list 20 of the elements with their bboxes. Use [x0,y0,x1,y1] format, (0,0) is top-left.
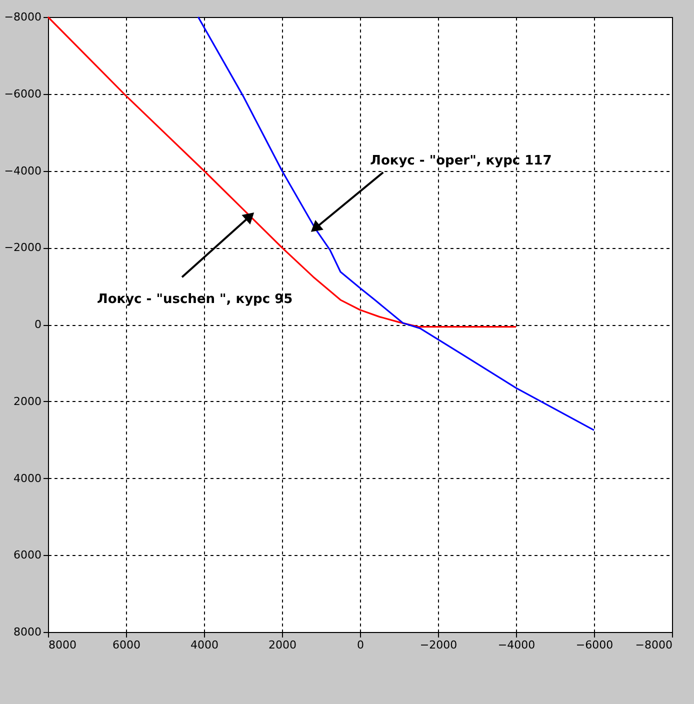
y-tick-label: −2000 [4,241,42,254]
annotation: Локус - "oper", курс 117 [370,153,552,168]
y-tick-label: −4000 [4,164,42,178]
x-tick-label: 0 [357,638,364,652]
y-tick-label: 4000 [14,472,42,485]
x-tick-label: 6000 [112,638,140,652]
annotation: Локус - "uschen ", курс 95 [97,292,293,308]
y-tick-label: 8000 [14,626,42,638]
y-tick-label: 0 [34,318,42,331]
x-tick-label: −2000 [420,638,458,652]
y-tick-label: 2000 [14,394,42,408]
x-tick-label: −8000 [635,638,672,652]
x-tick-label: 2000 [268,638,296,652]
x-tick-label: 8000 [48,638,76,652]
x-tick-label: 4000 [190,638,218,652]
y-tick-label: 6000 [14,548,42,562]
x-tick-label: −6000 [576,638,614,652]
y-tick-label: −8000 [4,10,42,24]
x-tick-label: −4000 [498,638,536,652]
y-tick-label: −6000 [4,87,42,100]
